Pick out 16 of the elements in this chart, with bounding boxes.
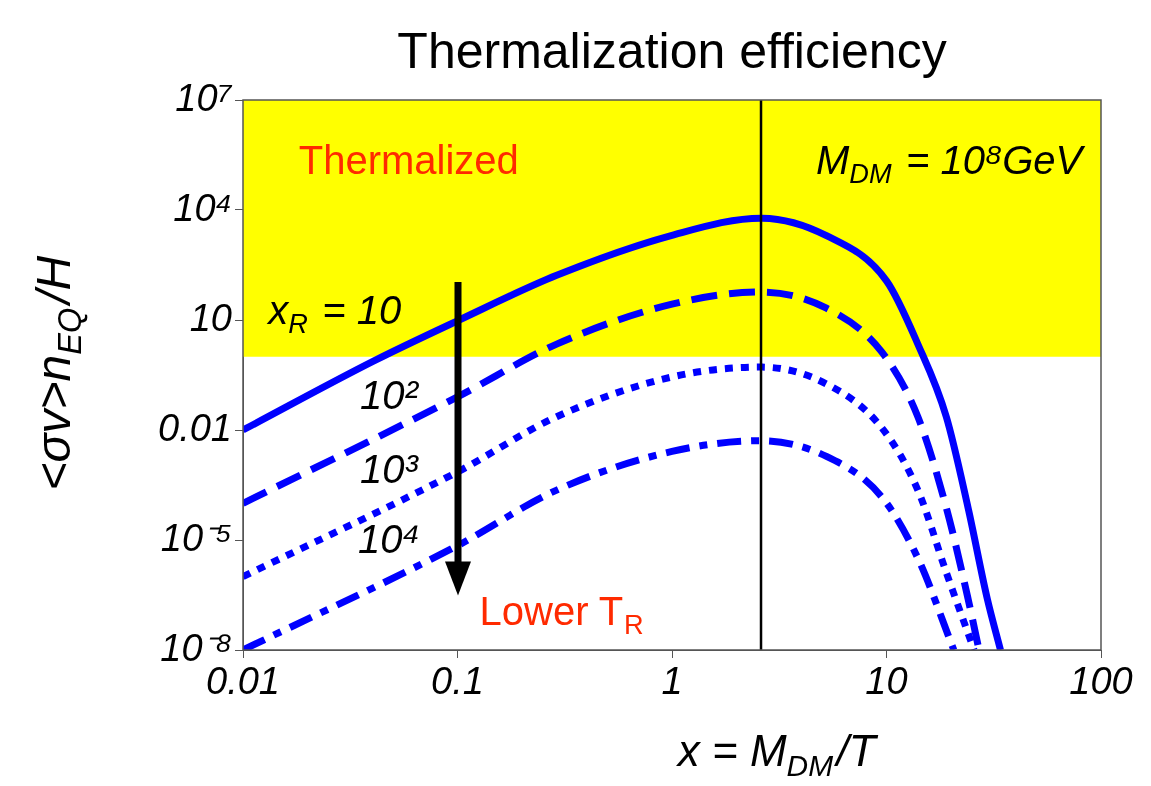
y-tick-label: 0.01 bbox=[158, 406, 232, 449]
band-label: Thermalized bbox=[298, 138, 519, 183]
chart-title: Thermalization efficiency bbox=[397, 23, 947, 79]
series-label: 10² bbox=[359, 372, 420, 417]
x-tick-label: 10 bbox=[865, 660, 908, 703]
x-tick-label: 100 bbox=[1069, 660, 1133, 703]
x-tick-label: 1 bbox=[661, 660, 683, 703]
x-tick-label: 0.1 bbox=[431, 660, 484, 703]
y-tick-label: 10⁷ bbox=[175, 76, 233, 119]
y-axis-title: <σv>nEQ/H bbox=[27, 255, 88, 491]
y-tick-label: 10⁻⁵ bbox=[160, 516, 232, 559]
series-label: 10³ bbox=[359, 447, 420, 492]
y-tick-label: 10 bbox=[189, 296, 232, 339]
y-tick-label: 10⁴ bbox=[173, 186, 232, 229]
series-label: 10⁴ bbox=[357, 517, 420, 562]
x-tick-label: 0.01 bbox=[206, 660, 280, 703]
